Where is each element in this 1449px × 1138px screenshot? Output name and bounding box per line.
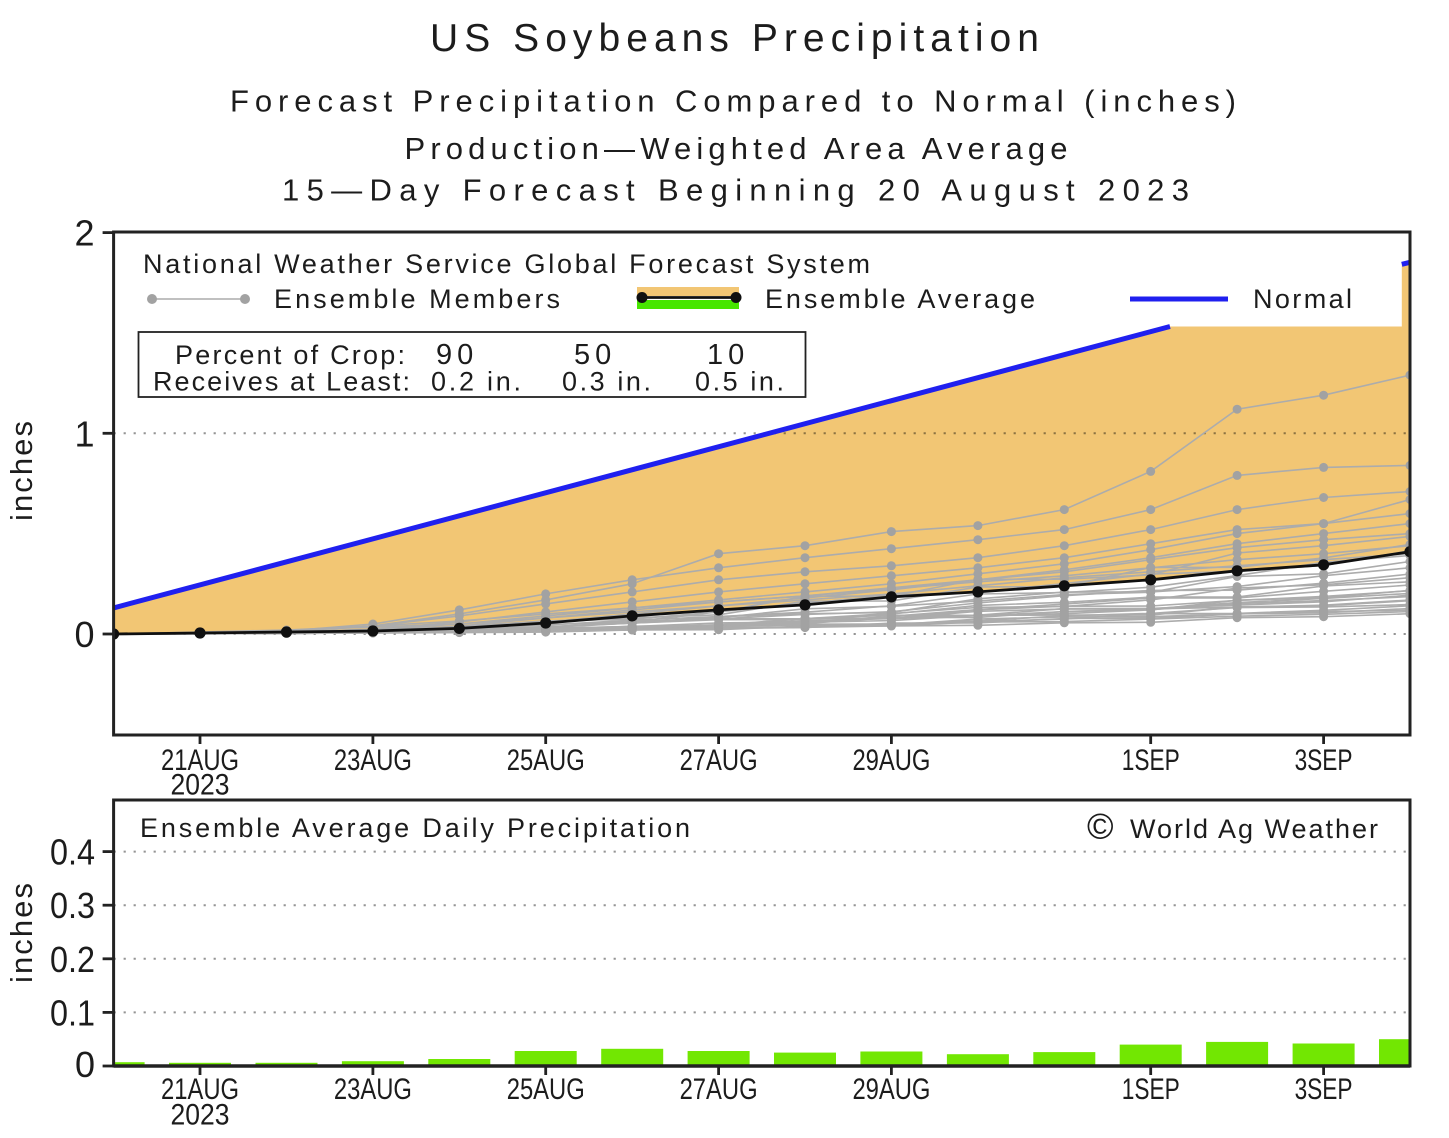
svg-text:2: 2 [74, 213, 94, 254]
svg-text:Percent of Crop:: Percent of Crop: [175, 340, 405, 370]
svg-text:0.2 in.: 0.2 in. [431, 367, 521, 397]
svg-text:90: 90 [436, 339, 478, 371]
svg-text:0.4: 0.4 [50, 832, 95, 873]
svg-text:3SEP: 3SEP [1295, 744, 1353, 777]
svg-text:US Soybeans Precipitation: US Soybeans Precipitation [430, 17, 1039, 60]
svg-text:29AUG: 29AUG [852, 744, 930, 777]
svg-text:0: 0 [75, 1044, 95, 1085]
svg-text:inches: inches [4, 421, 39, 521]
svg-text:0.3 in.: 0.3 in. [562, 367, 651, 397]
svg-text:23AUG: 23AUG [334, 744, 412, 777]
svg-text:10: 10 [707, 339, 749, 371]
svg-text:21AUG: 21AUG [161, 744, 239, 777]
svg-text:27AUG: 27AUG [680, 744, 758, 777]
svg-text:0.2: 0.2 [50, 939, 95, 980]
svg-text:29AUG: 29AUG [852, 1073, 930, 1106]
svg-text:1: 1 [74, 413, 94, 454]
svg-text:Production—Weighted Area Avera: Production—Weighted Area Average [405, 131, 1068, 166]
svg-text:Ensemble Average: Ensemble Average [765, 284, 1035, 314]
svg-text:25AUG: 25AUG [507, 744, 585, 777]
svg-text:0.5 in.: 0.5 in. [695, 367, 784, 397]
svg-text:1SEP: 1SEP [1122, 744, 1180, 777]
svg-text:50: 50 [574, 339, 616, 371]
svg-text:2023: 2023 [171, 1099, 230, 1132]
svg-text:0.1: 0.1 [50, 992, 95, 1033]
svg-text:1SEP: 1SEP [1122, 1073, 1180, 1106]
svg-text:0.3: 0.3 [50, 885, 95, 926]
svg-text:23AUG: 23AUG [334, 1073, 412, 1106]
svg-text:inches: inches [4, 883, 39, 983]
svg-text:27AUG: 27AUG [680, 1073, 758, 1106]
svg-text:25AUG: 25AUG [507, 1073, 585, 1106]
svg-text:Receives at Least:: Receives at Least: [153, 367, 410, 397]
svg-text:World Ag Weather: World Ag Weather [1130, 814, 1378, 844]
svg-text:©: © [1087, 806, 1114, 847]
svg-text:3SEP: 3SEP [1295, 1073, 1353, 1106]
svg-text:2023: 2023 [171, 769, 230, 802]
svg-text:National Weather Service Globa: National Weather Service Global Forecast… [143, 249, 870, 279]
svg-text:0: 0 [74, 614, 94, 655]
svg-text:21AUG: 21AUG [161, 1073, 239, 1106]
